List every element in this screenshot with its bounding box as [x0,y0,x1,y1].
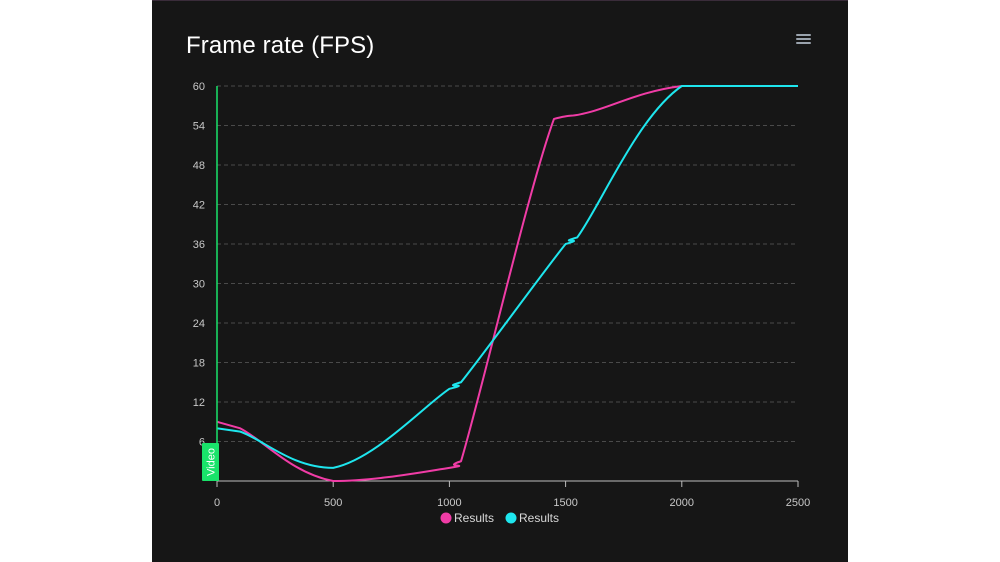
legend-label-1: Results [454,511,494,525]
video-marker-label: Video [206,448,218,476]
y-tick-label-24: 24 [193,318,205,330]
x-tick-label-1000: 1000 [437,497,461,509]
y-tick-label-54: 54 [193,121,205,133]
series-line-1[interactable] [216,84,798,482]
chart-panel: Frame rate (FPS) 6 12 18 24 30 36 42 48 54 60 0 500… [152,0,848,562]
y-tick-label-18: 18 [193,358,205,370]
y-tick-label-36: 36 [193,239,205,251]
x-tick-label-0: 0 [214,497,220,509]
y-tick-label-12: 12 [193,397,205,409]
series-line-2[interactable] [216,84,798,469]
legend-swatch-2 [505,512,517,524]
y-tick-label-6: 6 [199,437,205,449]
y-tick-label-60: 60 [193,81,205,93]
x-tick-label-2500: 2500 [786,497,810,509]
x-tick-label-2000: 2000 [670,497,694,509]
hamburger-menu-icon[interactable] [794,31,814,47]
x-tick-label-500: 500 [324,497,342,509]
video-marker-tag [202,443,219,481]
y-tick-label-30: 30 [193,279,205,291]
chart-title: Frame rate (FPS) [186,32,375,59]
legend-swatch-1 [440,512,452,524]
x-tick-label-1500: 1500 [553,497,577,509]
legend-label-2: Results [519,511,559,525]
y-tick-label-48: 48 [193,160,205,172]
y-tick-label-42: 42 [193,200,205,212]
legend-item-2[interactable]: Results [505,511,560,525]
legend-item-1[interactable]: Results [440,511,495,525]
